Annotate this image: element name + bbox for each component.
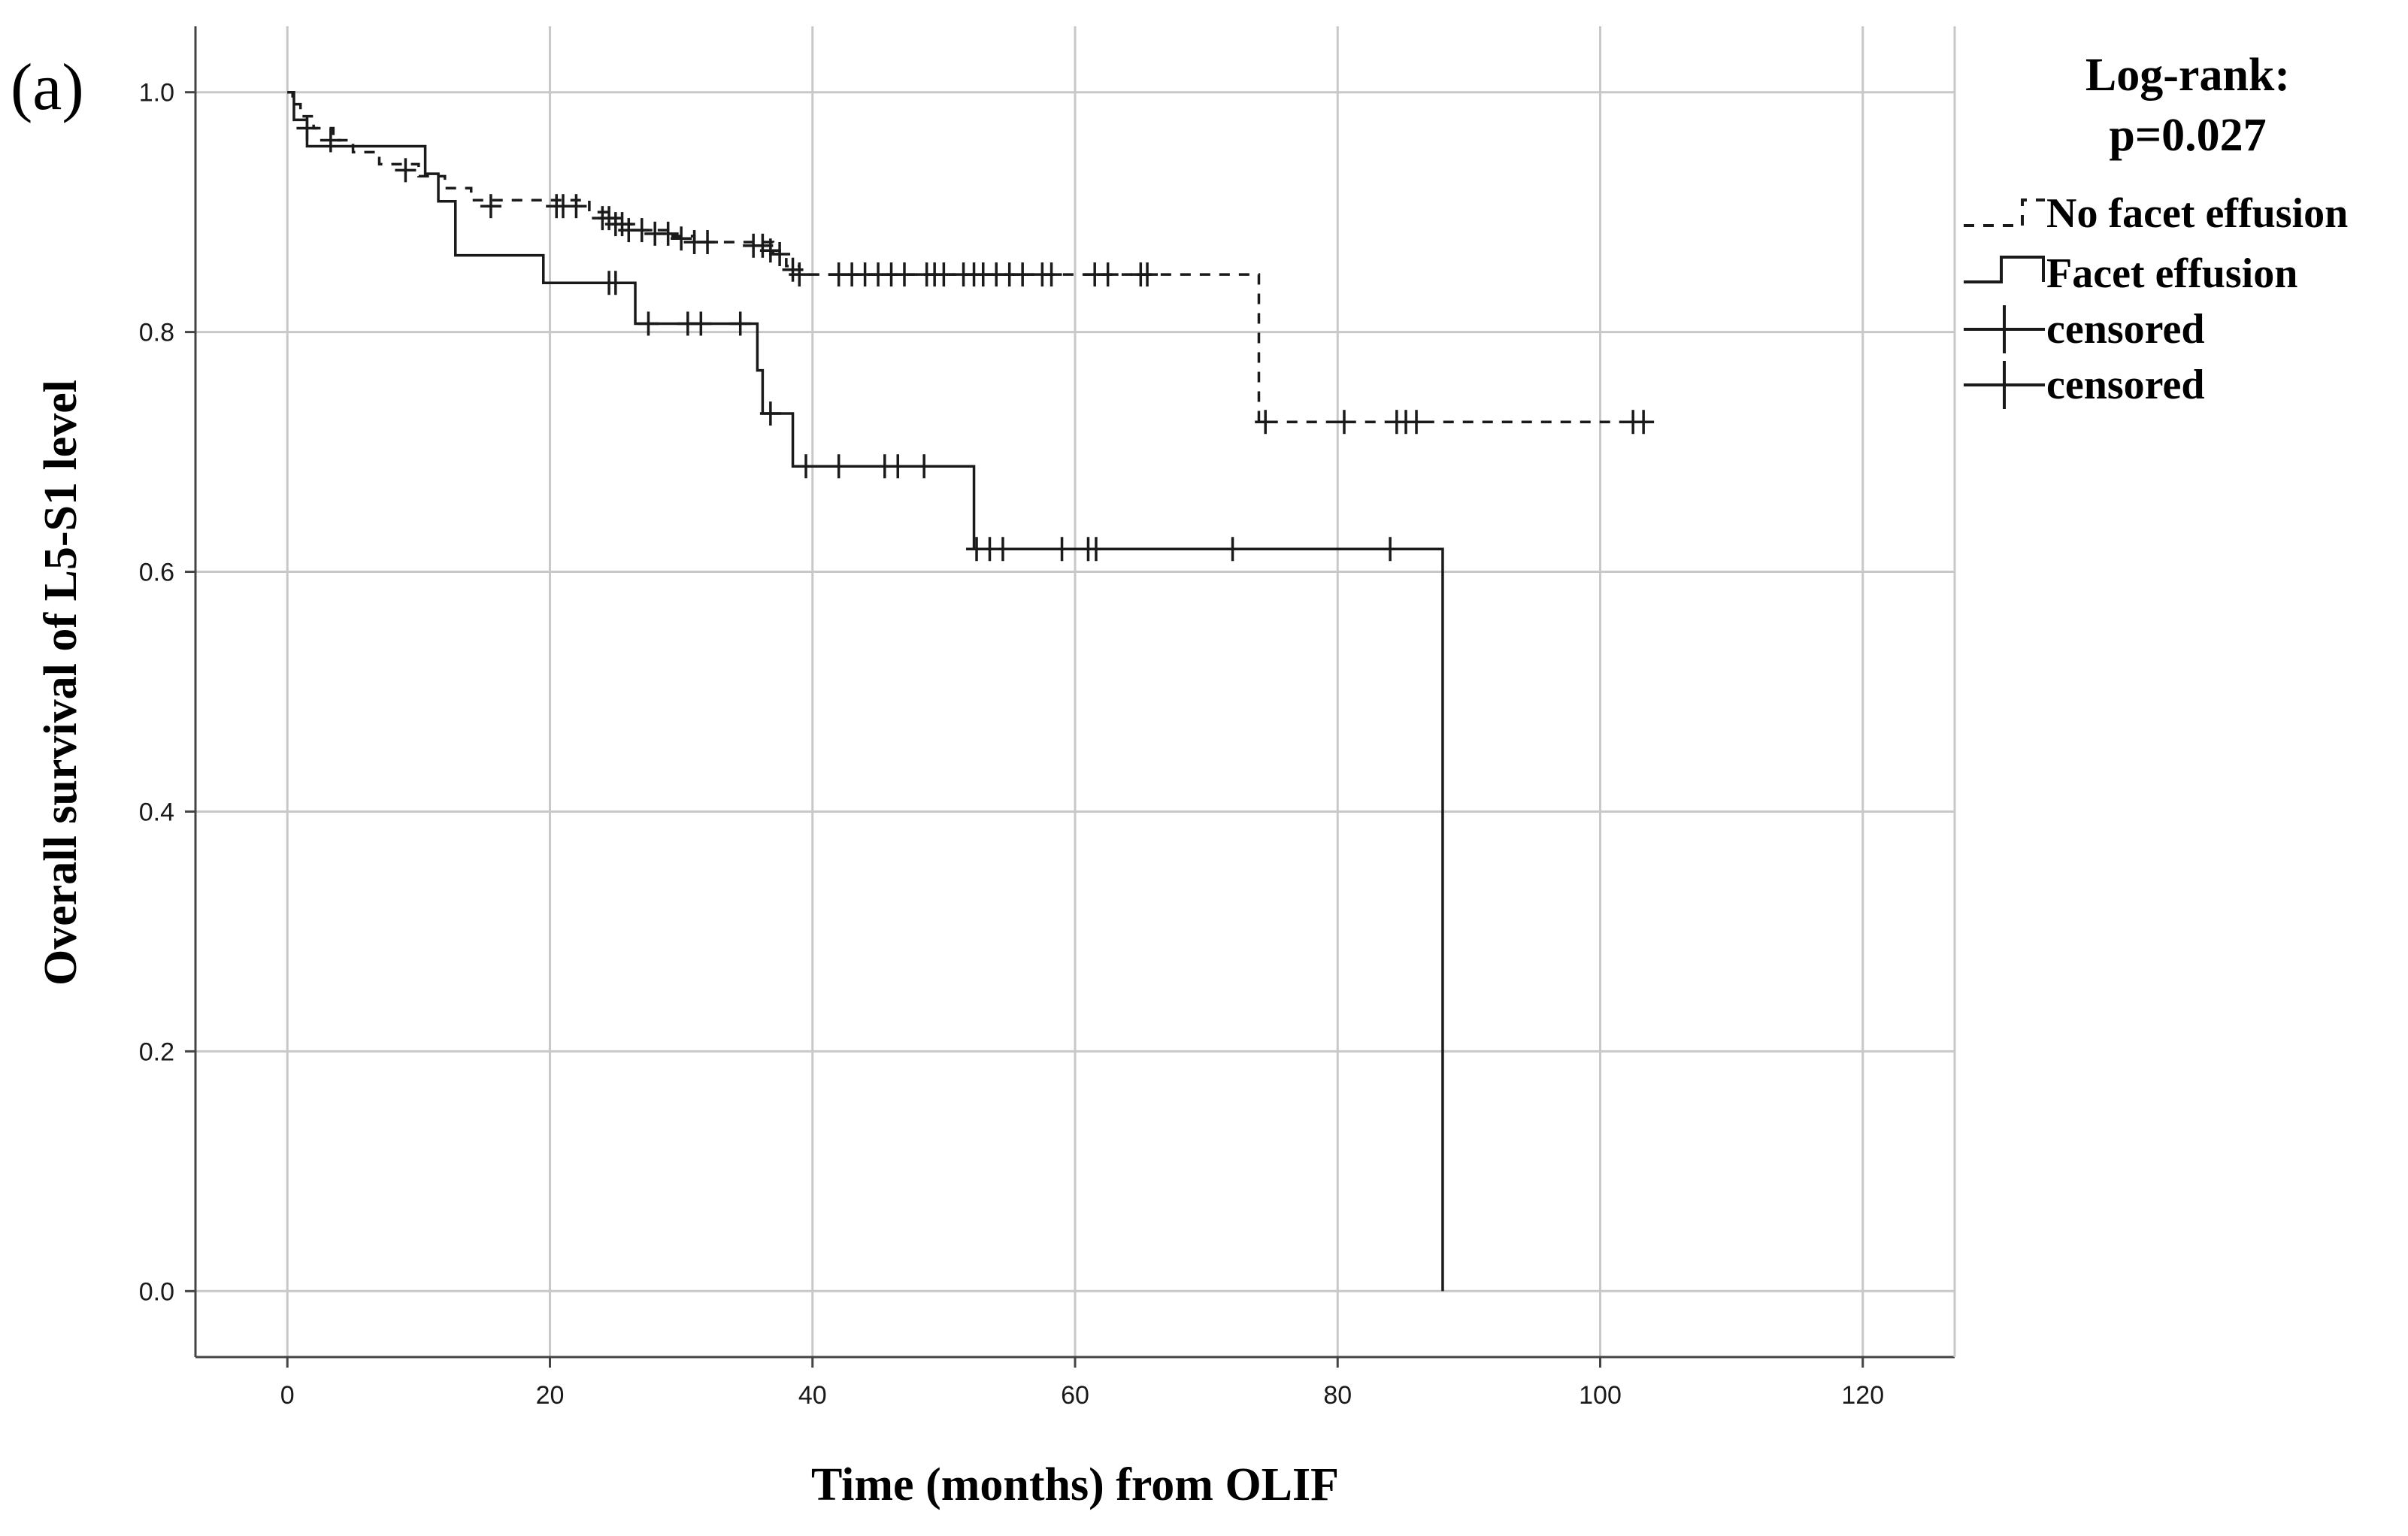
x-tick-label-5: 100 — [1579, 1381, 1622, 1410]
y-tick-label-1: 0.2 — [139, 1038, 174, 1066]
y-axis-label: Overall survival of L5-S1 level — [35, 380, 86, 986]
y-tick-label-5: 1.0 — [139, 79, 174, 108]
x-tick-label-1: 20 — [536, 1381, 565, 1410]
legend-label-censored-2: censored — [2046, 362, 2205, 408]
x-tick-label-0: 0 — [280, 1381, 295, 1410]
series-no-facet-effusion — [287, 90, 1655, 435]
x-tick-label-3: 60 — [1061, 1381, 1089, 1410]
legend-label-no-facet-effusion: No facet effusion — [2046, 190, 2348, 237]
x-axis: 0 20 40 60 80 100 120 — [280, 1357, 1884, 1410]
p-value-label: p=0.027 — [2109, 110, 2266, 161]
legend-item-no-facet-effusion: No facet effusion — [1964, 190, 2348, 237]
grid-lines — [195, 26, 1955, 1357]
y-tick-label-0: 0.0 — [139, 1277, 174, 1306]
y-tick-label-3: 0.6 — [139, 559, 174, 587]
log-rank-label: Log-rank: — [2085, 50, 2290, 101]
legend-label-censored-1: censored — [2046, 306, 2205, 353]
x-axis-label: Time (months) from OLIF — [811, 1459, 1339, 1510]
legend-item-censored-1: censored — [1964, 305, 2205, 353]
survival-curves — [287, 90, 1655, 1292]
panel-label: (a) — [11, 51, 84, 124]
x-tick-label-2: 40 — [798, 1381, 827, 1410]
y-axis: 0.0 0.2 0.4 0.6 0.8 1.0 — [139, 79, 195, 1306]
legend-swatch-dashed — [1964, 198, 2045, 227]
survival-line-facet-effusion — [287, 90, 1444, 1292]
legend-label-facet-effusion: Facet effusion — [2046, 250, 2297, 297]
legend-item-censored-2: censored — [1964, 361, 2205, 409]
legend-item-facet-effusion: Facet effusion — [1964, 250, 2297, 297]
y-tick-label-4: 0.8 — [139, 319, 174, 347]
legend: No facet effusion Facet effusion censore… — [1964, 190, 2348, 409]
series-facet-effusion — [287, 90, 1444, 1292]
x-tick-label-4: 80 — [1323, 1381, 1352, 1410]
legend-swatch-solid — [1964, 256, 2045, 283]
y-tick-label-2: 0.4 — [139, 798, 174, 826]
x-tick-label-6: 120 — [1841, 1381, 1884, 1410]
